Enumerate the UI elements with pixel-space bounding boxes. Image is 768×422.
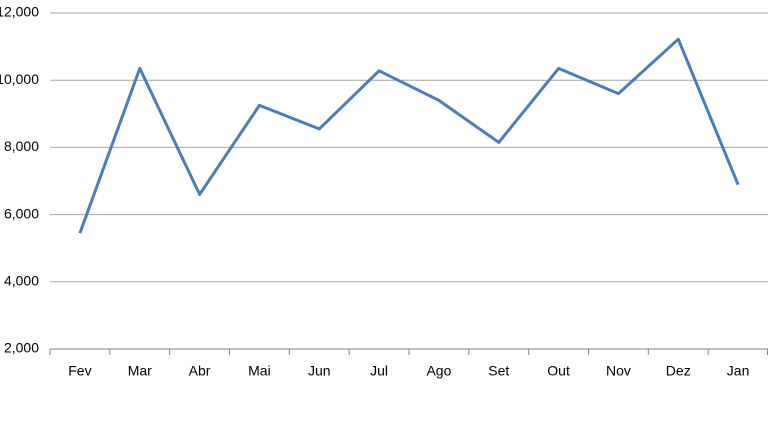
x-tick-label: Jan: [727, 363, 750, 379]
y-tick-label: 10,000: [0, 71, 39, 87]
x-tick-label: Jun: [308, 363, 331, 379]
y-tick-label: 6,000: [4, 205, 39, 221]
x-tick-label: Set: [488, 363, 509, 379]
x-tick-label: Abr: [189, 363, 211, 379]
y-tick-label: 4,000: [4, 273, 39, 289]
x-tick-label: Mar: [128, 363, 152, 379]
x-tick-label: Ago: [426, 363, 451, 379]
x-tick-label: Fev: [68, 363, 91, 379]
data-line: [78, 37, 740, 234]
x-tick-label: Out: [547, 363, 570, 379]
x-tick-label: Mai: [248, 363, 271, 379]
y-tick-label: 8,000: [4, 138, 39, 154]
y-tick-label: 2,000: [4, 340, 39, 356]
x-tick-label: Nov: [606, 363, 631, 379]
x-tick-label: Jul: [370, 363, 388, 379]
x-tick-label: Dez: [666, 363, 691, 379]
y-tick-label: 12,000: [0, 4, 39, 20]
